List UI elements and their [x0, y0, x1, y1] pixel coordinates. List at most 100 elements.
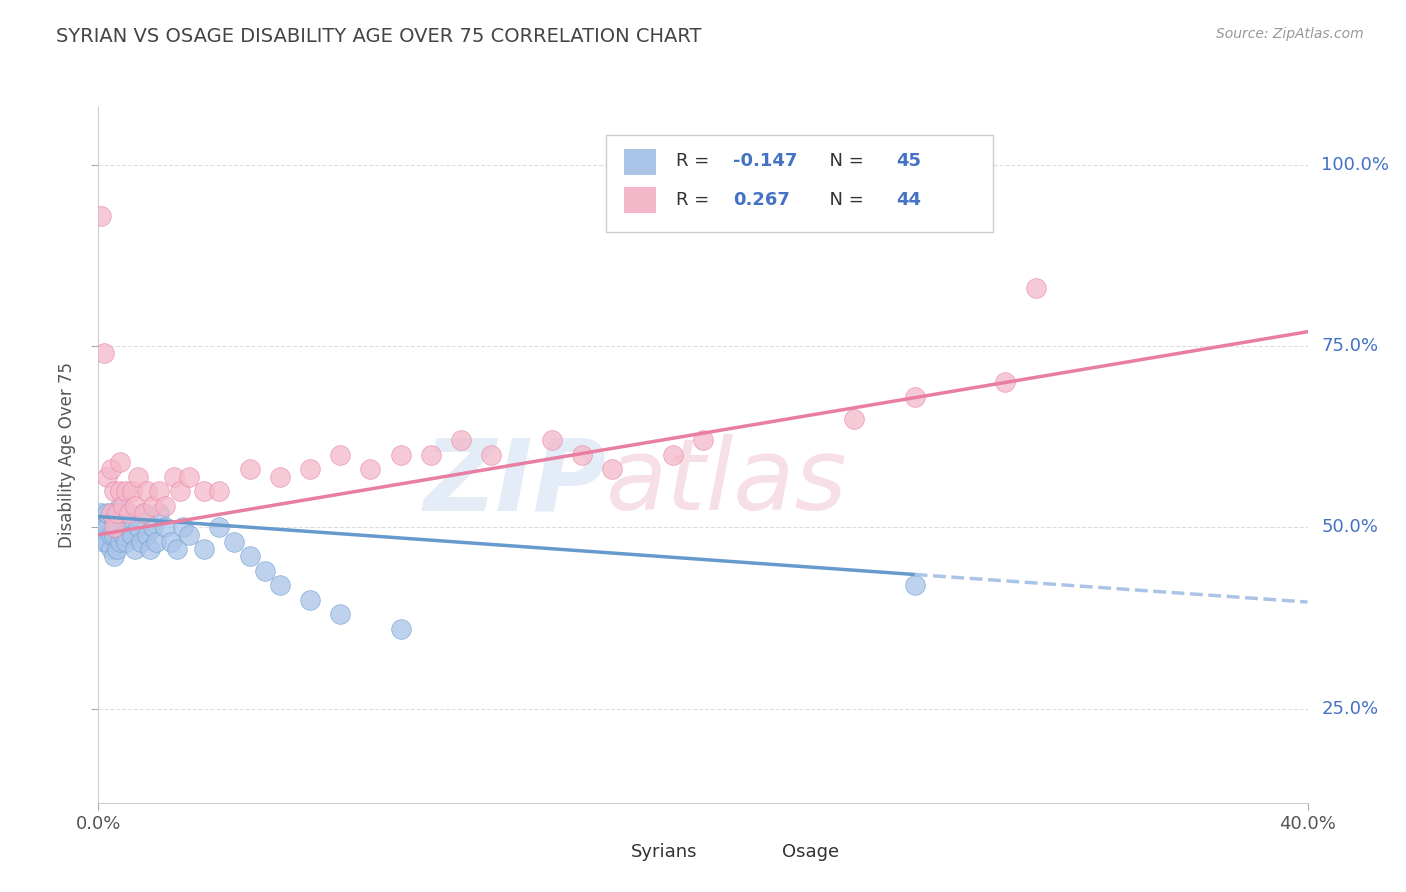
- Point: [93, 520, 115, 534]
- Point: [389, 622, 412, 636]
- Point: [419, 448, 441, 462]
- Point: [114, 484, 136, 499]
- Point: [540, 434, 562, 448]
- Point: [139, 542, 162, 557]
- Point: [299, 462, 322, 476]
- Text: N =: N =: [818, 153, 869, 170]
- Point: [90, 527, 112, 541]
- Point: [103, 520, 125, 534]
- Text: Syrians: Syrians: [630, 843, 697, 861]
- Point: [96, 506, 118, 520]
- Text: 100.0%: 100.0%: [1322, 156, 1389, 174]
- Text: 75.0%: 75.0%: [1322, 337, 1379, 355]
- Point: [153, 499, 176, 513]
- Point: [124, 499, 146, 513]
- Point: [105, 520, 128, 534]
- Point: [904, 578, 927, 592]
- Point: [844, 411, 866, 425]
- Point: [148, 506, 170, 520]
- Text: 0.267: 0.267: [734, 191, 790, 209]
- Point: [163, 469, 186, 483]
- Point: [111, 499, 134, 513]
- Point: [105, 542, 128, 557]
- Point: [481, 448, 503, 462]
- Point: [329, 607, 352, 622]
- Point: [127, 520, 149, 534]
- Text: 45: 45: [897, 153, 921, 170]
- Point: [132, 506, 155, 520]
- Text: 25.0%: 25.0%: [1322, 699, 1379, 717]
- Point: [253, 564, 276, 578]
- Point: [692, 434, 714, 448]
- Text: atlas: atlas: [606, 434, 848, 532]
- Point: [661, 448, 683, 462]
- Point: [111, 527, 134, 541]
- Point: [148, 484, 170, 499]
- Point: [142, 499, 165, 513]
- Text: 44: 44: [897, 191, 921, 209]
- Point: [108, 455, 131, 469]
- Point: [90, 209, 112, 223]
- Point: [103, 549, 125, 564]
- Point: [124, 542, 146, 557]
- Point: [135, 484, 157, 499]
- Point: [193, 484, 215, 499]
- Point: [121, 527, 143, 541]
- Point: [994, 376, 1017, 390]
- Text: Source: ZipAtlas.com: Source: ZipAtlas.com: [1216, 27, 1364, 41]
- Point: [153, 520, 176, 534]
- Text: Osage: Osage: [782, 843, 839, 861]
- Point: [108, 535, 131, 549]
- Text: R =: R =: [676, 153, 716, 170]
- Point: [160, 535, 183, 549]
- Text: N =: N =: [818, 191, 869, 209]
- Point: [145, 535, 167, 549]
- FancyBboxPatch shape: [624, 149, 655, 175]
- Point: [127, 469, 149, 483]
- Point: [360, 462, 382, 476]
- Point: [389, 448, 412, 462]
- Point: [269, 469, 291, 483]
- Point: [135, 527, 157, 541]
- Point: [129, 535, 152, 549]
- Point: [121, 484, 143, 499]
- Text: -0.147: -0.147: [734, 153, 797, 170]
- FancyBboxPatch shape: [624, 187, 655, 213]
- Point: [108, 484, 131, 499]
- Point: [299, 592, 322, 607]
- Point: [172, 520, 194, 534]
- FancyBboxPatch shape: [595, 841, 621, 862]
- Point: [96, 469, 118, 483]
- Point: [132, 506, 155, 520]
- Point: [103, 527, 125, 541]
- Point: [96, 535, 118, 549]
- Point: [93, 535, 115, 549]
- Point: [103, 513, 125, 527]
- Point: [114, 535, 136, 549]
- Point: [100, 462, 122, 476]
- Point: [118, 513, 141, 527]
- Point: [193, 542, 215, 557]
- Point: [450, 434, 472, 448]
- Point: [169, 484, 191, 499]
- Point: [100, 506, 122, 520]
- Text: R =: R =: [676, 191, 721, 209]
- Point: [208, 520, 231, 534]
- Point: [108, 499, 131, 513]
- Text: ZIP: ZIP: [423, 434, 606, 532]
- Point: [142, 520, 165, 534]
- Point: [208, 484, 231, 499]
- Point: [239, 549, 262, 564]
- Point: [118, 506, 141, 520]
- Point: [904, 390, 927, 404]
- Point: [1024, 281, 1046, 295]
- Point: [239, 462, 262, 476]
- Point: [269, 578, 291, 592]
- Text: SYRIAN VS OSAGE DISABILITY AGE OVER 75 CORRELATION CHART: SYRIAN VS OSAGE DISABILITY AGE OVER 75 C…: [56, 27, 702, 45]
- Point: [571, 448, 593, 462]
- Point: [602, 462, 624, 476]
- Point: [90, 506, 112, 520]
- FancyBboxPatch shape: [606, 135, 993, 232]
- Point: [93, 346, 115, 360]
- FancyBboxPatch shape: [745, 841, 772, 862]
